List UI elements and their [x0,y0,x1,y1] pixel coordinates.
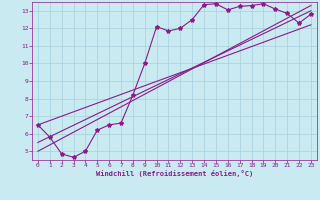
X-axis label: Windchill (Refroidissement éolien,°C): Windchill (Refroidissement éolien,°C) [96,170,253,177]
